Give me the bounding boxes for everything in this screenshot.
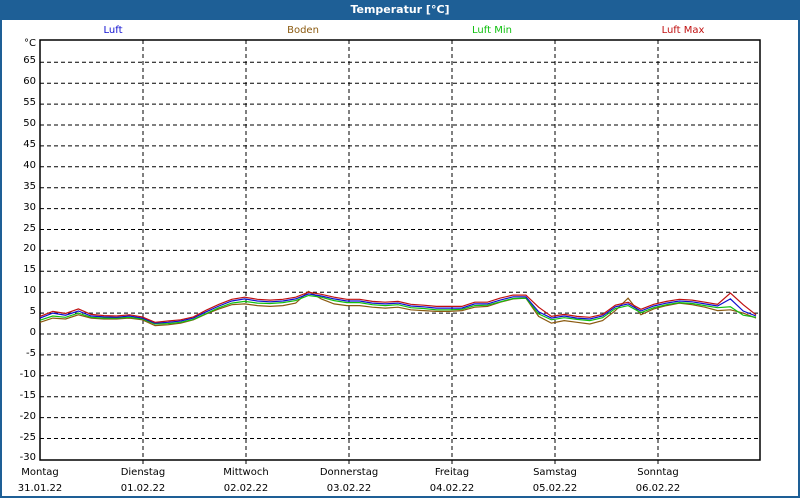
- gridlines: [40, 40, 760, 465]
- plot-area: [0, 0, 800, 500]
- data-series: [40, 291, 756, 325]
